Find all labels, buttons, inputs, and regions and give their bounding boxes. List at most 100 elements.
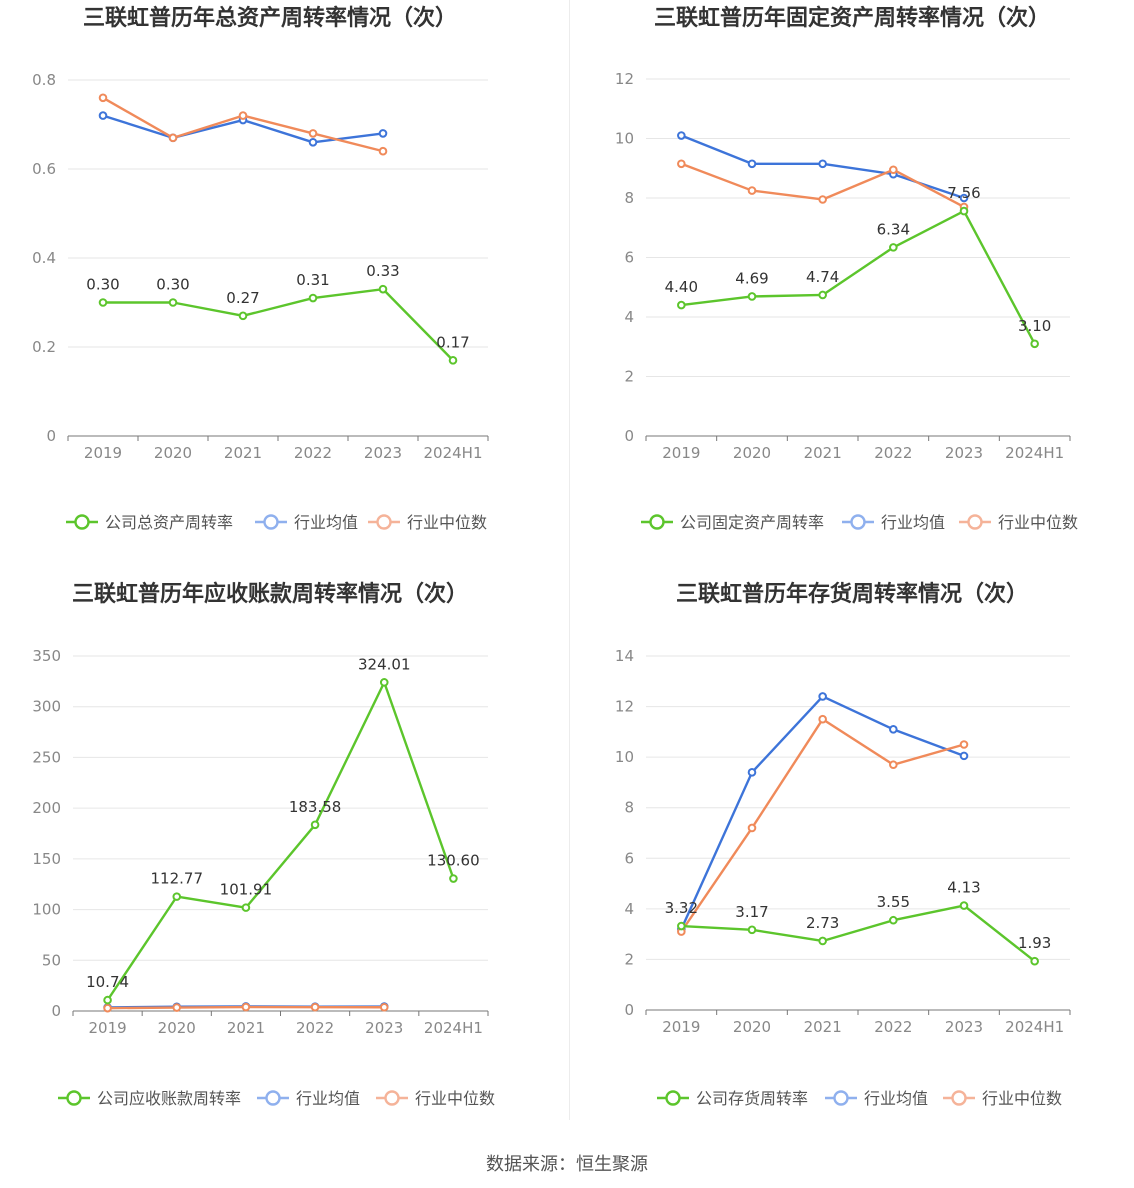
legend-marker [265,1090,281,1106]
legend-label: 行业中位数 [415,1089,495,1108]
x-tick-label: 2022 [294,444,332,462]
x-tick-label: 2022 [874,444,912,462]
chart-svg: 三联虹普历年存货周转率情况（次） 0 2 4 6 8 10 12 14 2019 2020 2021 2… [615,581,1071,1108]
x-tick-label: 2020 [154,444,192,462]
x-tick-label: 2023 [945,1018,983,1036]
data-label: 112.77 [151,870,204,888]
legend-label: 行业均值 [296,1089,360,1108]
data-point [1030,956,1039,966]
x-tick-label: 2021 [224,444,262,462]
data-label: 0.27 [226,289,259,307]
legend-marker [951,1090,967,1106]
data-point [889,760,898,770]
legend-label: 公司总资产周转率 [105,513,233,532]
data-label: 3.55 [877,893,910,911]
data-point [238,111,248,120]
legend-label: 行业中位数 [998,513,1078,532]
data-label: 0.30 [86,276,119,294]
legend-marker [384,1090,400,1106]
legend-label: 公司应收账款周转率 [97,1089,241,1108]
x-tick-label: 2024H1 [424,1019,483,1037]
data-point [818,714,827,724]
data-point [747,292,757,301]
data-point [747,823,757,833]
data-point [308,293,318,303]
data-label: 3.10 [1018,317,1051,335]
data-label: 0.33 [366,262,399,280]
data-label: 130.60 [427,852,480,870]
data-point [168,298,178,307]
data-point [98,298,108,307]
data-label: 3.32 [665,899,698,917]
data-point [818,290,827,300]
data-label: 183.58 [289,798,342,816]
series-line [103,287,454,362]
data-point [747,159,757,169]
x-tick-label: 2023 [365,1019,403,1037]
chart-svg: 三联虹普历年总资产周转率情况（次） 0 0.2 0.4 0.6 0.8 2019 2020 20… [32,5,489,532]
data-point [959,740,969,749]
data-point [449,874,458,883]
y-tick-label: 8 [624,189,634,207]
data-point [103,995,112,1005]
data-point [889,725,898,734]
data-point [448,356,458,365]
y-tick-label: 12 [615,70,634,88]
legend-marker [66,1090,82,1106]
data-point [310,820,320,830]
y-tick-label: 2 [624,368,634,386]
data-point [747,925,757,935]
chart-title: 三联虹普历年总资产周转率情况（次） [83,5,457,31]
chart-title: 三联虹普历年存货周转率情况（次） [676,581,1028,607]
legend-label: 公司存货周转率 [696,1089,808,1108]
data-point [168,133,178,143]
data-point [818,936,827,946]
y-tick-label: 0.8 [32,71,56,89]
x-tick-label: 2022 [874,1018,912,1036]
data-label: 101.91 [220,881,273,899]
fixed-asset-turnover-chart: 三联虹普历年固定资产周转率情况（次） 0 2 4 6 8 10 12 2019 2020 2021 2… [567,0,1134,576]
legend-label: 公司固定资产周转率 [680,513,824,532]
x-tick-label: 2021 [804,1018,842,1036]
legend-label: 行业中位数 [407,513,487,532]
legend-marker [649,514,665,530]
chart-svg: 三联虹普历年应收账款周转率情况（次） 0 50 100 150 200 250 300 350 2… [32,581,495,1108]
data-point [379,1002,389,1012]
y-tick-label: 6 [624,249,634,267]
data-label: 3.17 [735,903,768,921]
y-tick-label: 300 [32,698,61,716]
y-tick-label: 6 [624,849,634,867]
x-tick-label: 2024H1 [424,444,483,462]
data-point [308,129,318,138]
legend-marker [665,1090,681,1106]
data-point [241,903,251,912]
data-label: 0.30 [156,276,189,294]
y-tick-label: 10 [615,130,634,148]
data-point [677,921,686,931]
y-tick-label: 100 [32,901,61,919]
series-line [106,681,455,1001]
data-point [818,159,827,169]
total-asset-turnover-chart: 三联虹普历年总资产周转率情况（次） 0 0.2 0.4 0.6 0.8 2019 2020 20… [0,0,567,576]
data-label: 1.93 [1018,934,1051,952]
series-line [680,718,965,933]
data-label: 6.34 [877,220,910,238]
legend-marker [833,1090,849,1106]
series-line [102,96,384,153]
data-point [310,1002,320,1012]
data-point [378,146,388,156]
y-tick-label: 12 [615,698,634,716]
data-label: 324.01 [358,655,411,673]
y-tick-label: 0 [624,427,634,445]
chart-svg: 三联虹普历年固定资产周转率情况（次） 0 2 4 6 8 10 12 2019 2020 2021 2… [615,5,1078,532]
x-tick-label: 2019 [662,1018,700,1036]
legend-marker [850,514,866,530]
x-tick-label: 2020 [733,444,771,462]
chart-title: 三联虹普历年应收账款周转率情况（次） [72,581,468,607]
y-tick-label: 0.4 [32,249,56,267]
data-point [818,692,827,701]
data-point [959,751,969,761]
y-tick-label: 2 [624,950,634,968]
inventory-turnover-chart: 三联虹普历年存货周转率情况（次） 0 2 4 6 8 10 12 14 2019 2020 2021 2… [567,576,1134,1152]
data-point [959,206,969,216]
